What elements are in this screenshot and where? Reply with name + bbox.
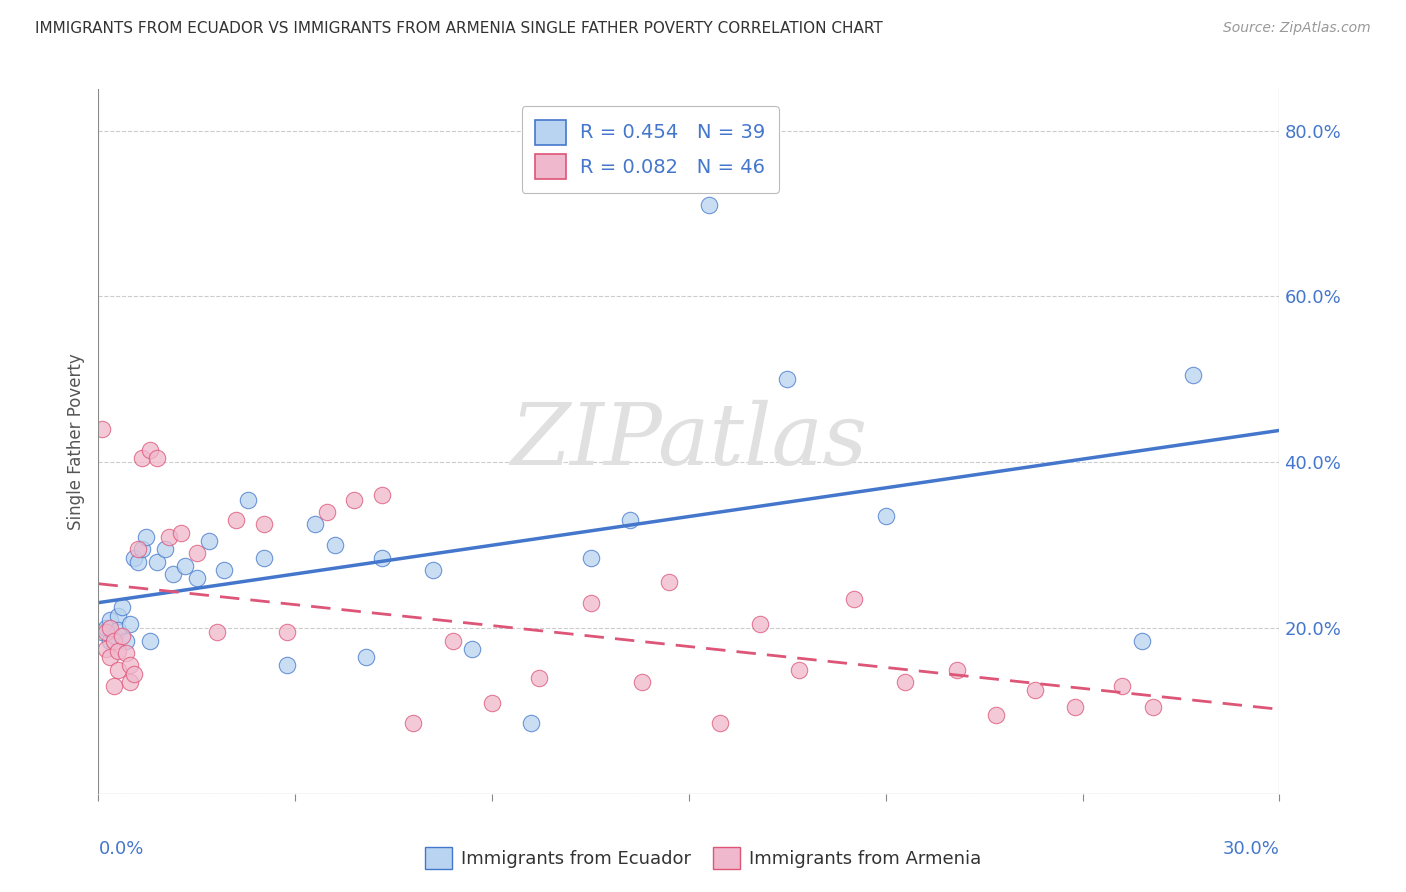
Point	[579, 550, 602, 565]
Point	[103, 679, 125, 693]
Point	[107, 644, 129, 658]
Text: 30.0%: 30.0%	[1223, 839, 1279, 858]
Point	[98, 613, 121, 627]
Point	[894, 675, 917, 690]
Point	[354, 650, 377, 665]
Point	[214, 563, 236, 577]
Point	[1181, 368, 1204, 383]
Text: ZIPatlas: ZIPatlas	[510, 401, 868, 483]
Point	[945, 663, 967, 677]
Point	[709, 716, 731, 731]
Point	[96, 641, 118, 656]
Point	[315, 505, 337, 519]
Point	[146, 555, 169, 569]
Point	[225, 513, 247, 527]
Point	[776, 372, 799, 386]
Point	[111, 600, 134, 615]
Point	[1063, 699, 1085, 714]
Point	[107, 623, 129, 637]
Point	[371, 550, 394, 565]
Point	[98, 633, 121, 648]
Point	[170, 525, 193, 540]
Point	[115, 633, 138, 648]
Y-axis label: Single Father Poverty: Single Father Poverty	[67, 353, 86, 530]
Point	[122, 666, 145, 681]
Point	[1142, 699, 1164, 714]
Point	[422, 563, 444, 577]
Point	[253, 517, 276, 532]
Point	[1130, 633, 1153, 648]
Point	[343, 492, 366, 507]
Point	[197, 534, 219, 549]
Point	[186, 571, 208, 585]
Point	[118, 675, 141, 690]
Point	[402, 716, 425, 731]
Point	[98, 650, 121, 665]
Point	[186, 546, 208, 560]
Point	[697, 198, 720, 212]
Point	[162, 567, 184, 582]
Point	[111, 629, 134, 643]
Point	[138, 442, 160, 457]
Point	[96, 621, 118, 635]
Point	[103, 629, 125, 643]
Point	[157, 530, 180, 544]
Point	[118, 658, 141, 673]
Point	[91, 625, 114, 640]
Point	[131, 451, 153, 466]
Point	[174, 558, 197, 573]
Point	[131, 542, 153, 557]
Point	[371, 488, 394, 502]
Point	[146, 451, 169, 466]
Point	[323, 538, 346, 552]
Point	[115, 646, 138, 660]
Point	[138, 633, 160, 648]
Point	[520, 716, 543, 731]
Point	[619, 513, 641, 527]
Point	[441, 633, 464, 648]
Point	[304, 517, 326, 532]
Point	[205, 625, 228, 640]
Point	[1111, 679, 1133, 693]
Point	[155, 542, 177, 557]
Legend: R = 0.454   N = 39, R = 0.082   N = 46: R = 0.454 N = 39, R = 0.082 N = 46	[522, 106, 779, 193]
Point	[481, 696, 503, 710]
Point	[107, 663, 129, 677]
Point	[875, 509, 897, 524]
Point	[579, 596, 602, 610]
Text: 0.0%: 0.0%	[98, 839, 143, 858]
Point	[236, 492, 259, 507]
Point	[1024, 683, 1046, 698]
Point	[529, 671, 551, 685]
Point	[253, 550, 276, 565]
Point	[91, 422, 114, 436]
Point	[127, 555, 149, 569]
Point	[98, 621, 121, 635]
Text: IMMIGRANTS FROM ECUADOR VS IMMIGRANTS FROM ARMENIA SINGLE FATHER POVERTY CORRELA: IMMIGRANTS FROM ECUADOR VS IMMIGRANTS FR…	[35, 21, 883, 36]
Point	[118, 616, 141, 631]
Point	[276, 625, 298, 640]
Legend: Immigrants from Ecuador, Immigrants from Armenia: Immigrants from Ecuador, Immigrants from…	[418, 839, 988, 876]
Point	[107, 608, 129, 623]
Point	[96, 625, 118, 640]
Point	[461, 641, 484, 656]
Point	[844, 592, 866, 607]
Point	[135, 530, 157, 544]
Point	[787, 663, 810, 677]
Point	[103, 633, 125, 648]
Point	[630, 675, 652, 690]
Point	[658, 575, 681, 590]
Point	[127, 542, 149, 557]
Text: Source: ZipAtlas.com: Source: ZipAtlas.com	[1223, 21, 1371, 35]
Point	[984, 708, 1007, 723]
Point	[276, 658, 298, 673]
Point	[122, 550, 145, 565]
Point	[748, 616, 770, 631]
